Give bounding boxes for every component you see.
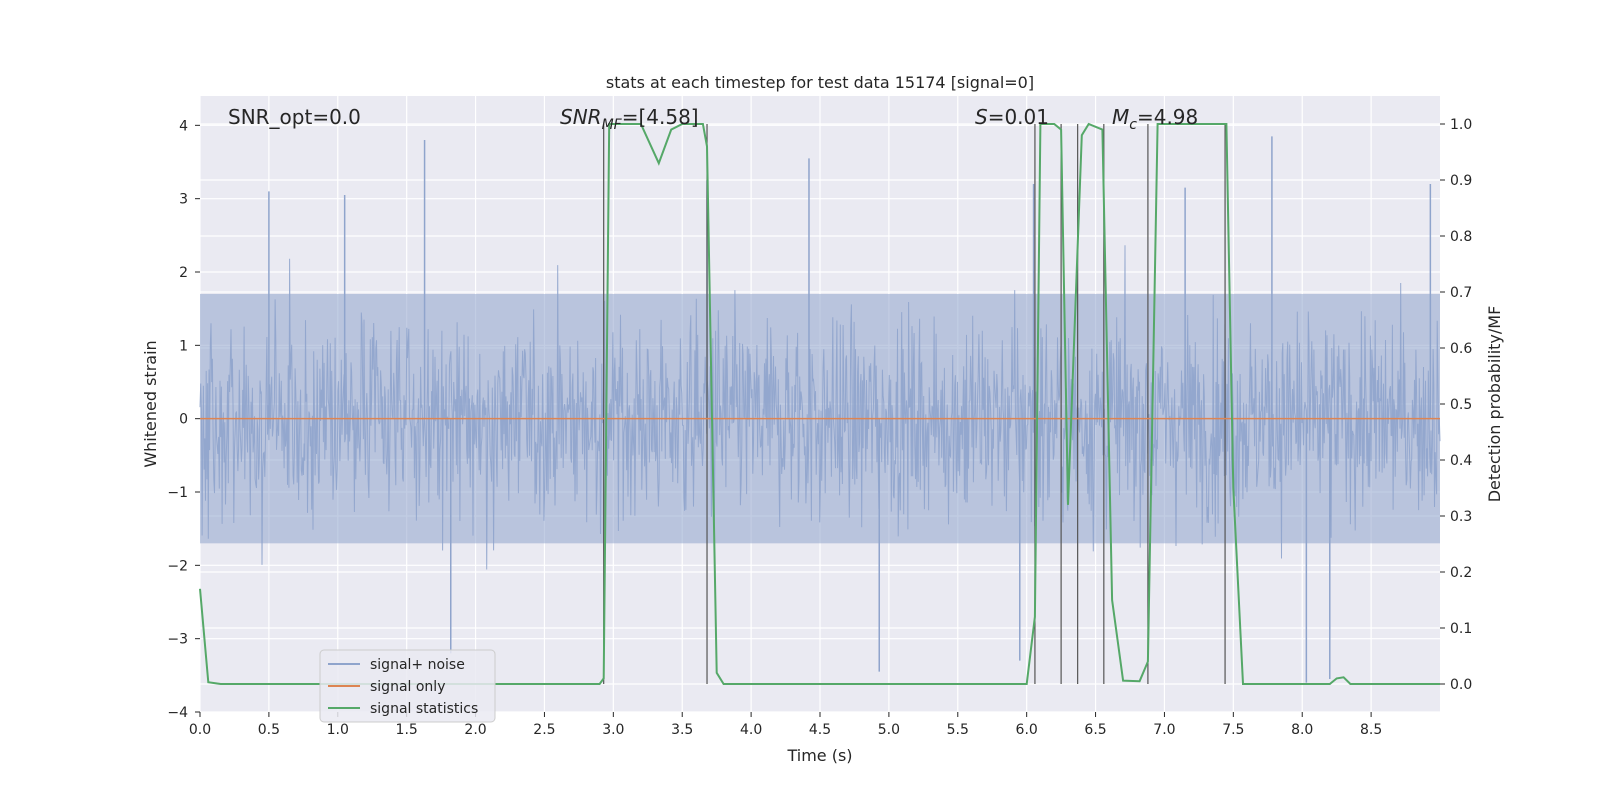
annotation-mc: Mc=4.98 bbox=[1112, 105, 1198, 133]
snr-mf-subscript: MF bbox=[602, 117, 623, 133]
mc-symbol: M bbox=[1112, 105, 1129, 129]
y-tick-label: 4 bbox=[179, 118, 188, 134]
annotation-snr-mf: SNRMF=[4.58] bbox=[560, 105, 699, 133]
annotation-snr-opt: SNR_opt=0.0 bbox=[228, 105, 361, 129]
snr-mf-value: =[4.58] bbox=[622, 105, 699, 129]
x-tick-label: 6.5 bbox=[1084, 722, 1106, 738]
x-tick-label: 2.0 bbox=[464, 722, 486, 738]
signal-statistics-series bbox=[199, 122, 1440, 685]
chart-title: stats at each timestep for test data 151… bbox=[606, 73, 1034, 92]
x-tick-label: 6.0 bbox=[1016, 722, 1038, 738]
y-tick-label: −3 bbox=[167, 632, 188, 648]
y2-tick-label: 0.9 bbox=[1450, 173, 1472, 189]
x-tick-label: 5.5 bbox=[947, 722, 969, 738]
x-tick-label: 1.5 bbox=[396, 722, 418, 738]
y2-tick-label: 0.6 bbox=[1450, 341, 1472, 357]
y2-axis-label: Detection probability/MF bbox=[1485, 306, 1504, 503]
legend-label-noise: signal+ noise bbox=[370, 657, 465, 673]
y-axis-label: Whitened strain bbox=[141, 340, 160, 467]
legend-box bbox=[319, 649, 496, 723]
y2-tick-label: 0.0 bbox=[1450, 677, 1472, 693]
x-tick-label: 2.5 bbox=[533, 722, 555, 738]
x-tick-label: 8.0 bbox=[1291, 722, 1313, 738]
y2-tick-label: 1.0 bbox=[1450, 117, 1472, 133]
snr-mf-symbol: SNR bbox=[560, 105, 602, 129]
x-tick-label: 3.5 bbox=[671, 722, 693, 738]
y-tick-label: 2 bbox=[179, 265, 188, 281]
x-tick-label: 0.0 bbox=[189, 722, 211, 738]
y-tick-label: −1 bbox=[167, 485, 188, 501]
y-tick-label: −4 bbox=[167, 705, 188, 721]
legend: signal+ noise signal only signal statist… bbox=[319, 649, 496, 723]
x-tick-label: 4.0 bbox=[740, 722, 762, 738]
mc-subscript: c bbox=[1129, 117, 1137, 133]
y2-axis-ticks: 1.0 0.9 0.8 0.7 0.6 0.5 0.4 0.3 0.2 0.1 0.0 bbox=[1440, 117, 1472, 693]
y2-tick-label: 0.3 bbox=[1450, 509, 1472, 525]
mc-value: =4.98 bbox=[1137, 105, 1198, 129]
signal-statistics-line bbox=[199, 122, 1440, 685]
y-axis-ticks: 4 3 2 1 0 −1 −2 −3 −4 bbox=[167, 118, 200, 721]
x-tick-label: 4.5 bbox=[809, 722, 831, 738]
y2-tick-label: 0.2 bbox=[1450, 565, 1472, 581]
y2-tick-label: 0.8 bbox=[1450, 229, 1472, 245]
x-tick-label: 0.5 bbox=[258, 722, 280, 738]
x-tick-label: 1.0 bbox=[327, 722, 349, 738]
x-axis-ticks: 0.0 0.5 1.0 1.5 2.0 2.5 3.0 3.5 4.0 4.5 5.0 5.5 6.0 6… bbox=[189, 712, 1382, 738]
y-tick-label: 1 bbox=[179, 338, 188, 354]
x-tick-label: 5.0 bbox=[878, 722, 900, 738]
y-tick-label: −2 bbox=[167, 558, 188, 574]
x-tick-label: 7.5 bbox=[1222, 722, 1244, 738]
annotation-s: S=0.01 bbox=[975, 105, 1049, 129]
x-axis-label: Time (s) bbox=[786, 746, 852, 765]
x-tick-label: 3.0 bbox=[602, 722, 624, 738]
x-tick-label: 7.0 bbox=[1153, 722, 1175, 738]
y-tick-label: 3 bbox=[179, 192, 188, 208]
s-symbol: S bbox=[975, 105, 988, 129]
legend-label-stats: signal statistics bbox=[370, 701, 478, 717]
y2-tick-label: 0.4 bbox=[1450, 453, 1472, 469]
legend-label-signal: signal only bbox=[370, 679, 445, 695]
x-tick-label: 8.5 bbox=[1360, 722, 1382, 738]
y2-tick-label: 0.5 bbox=[1450, 397, 1472, 413]
y2-tick-label: 0.7 bbox=[1450, 285, 1472, 301]
y2-tick-label: 0.1 bbox=[1450, 621, 1472, 637]
y-tick-label: 0 bbox=[179, 412, 188, 428]
s-value: =0.01 bbox=[988, 105, 1049, 129]
